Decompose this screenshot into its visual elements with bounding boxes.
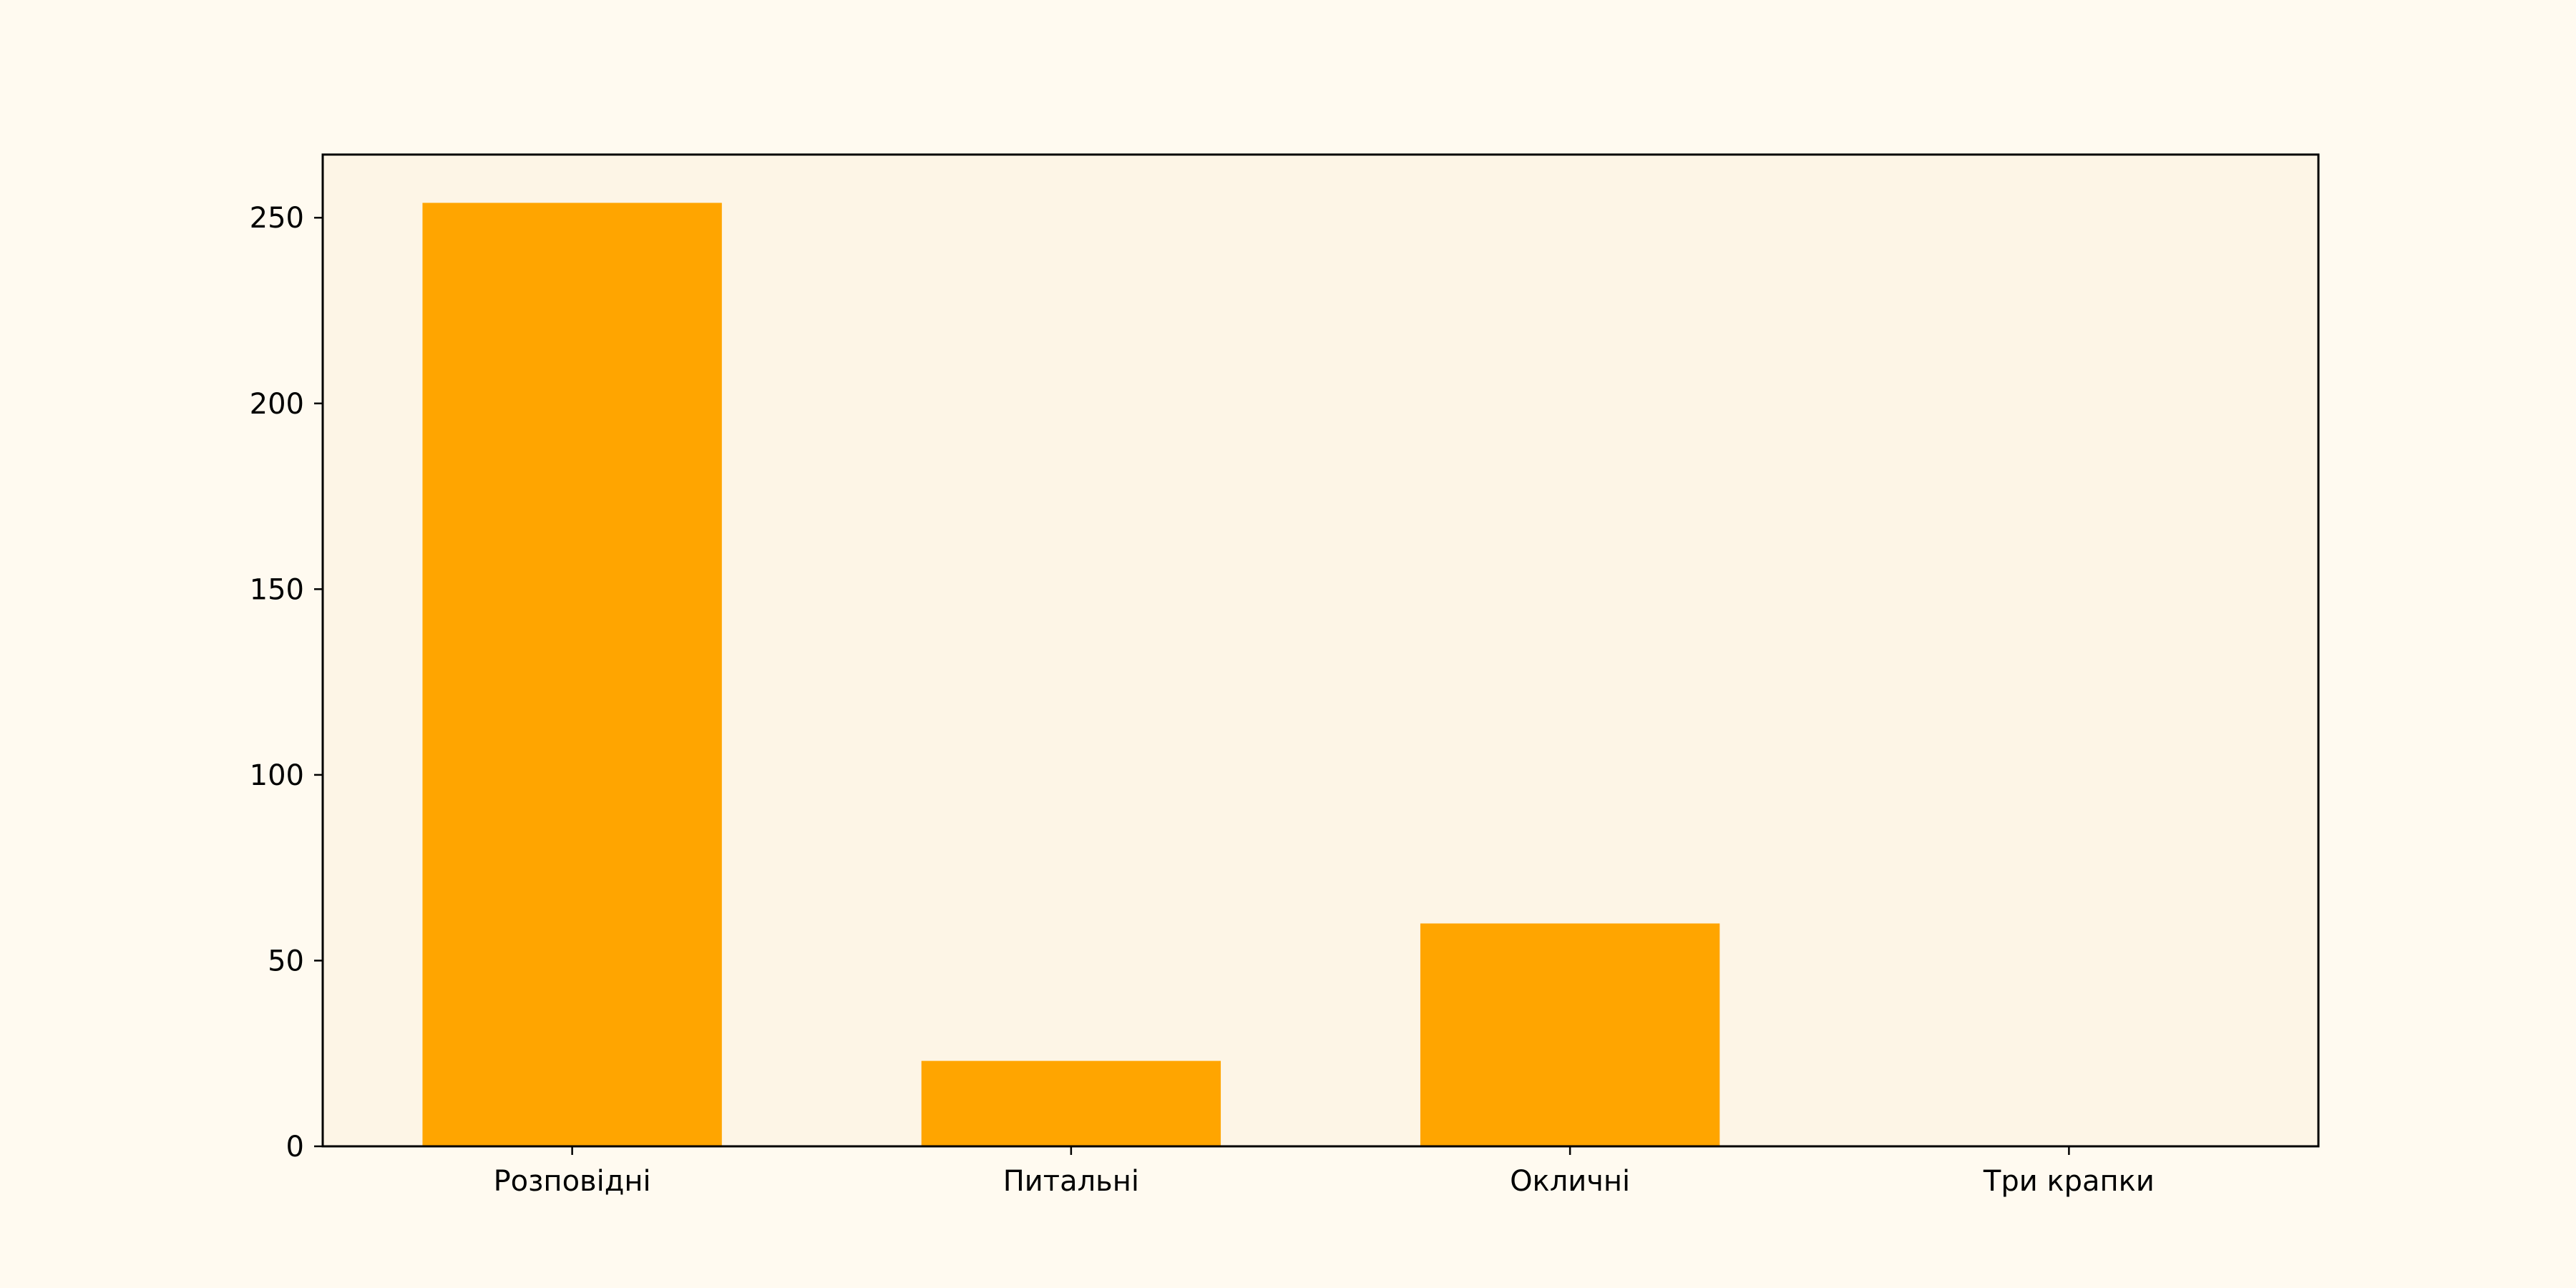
x-tick-label: Питальні [1003,1165,1139,1198]
y-axis: 0 50 100 150 200 250 [250,202,323,1163]
x-tick-label: Три крапки [1983,1165,2155,1198]
y-tick-label: 0 [286,1131,304,1163]
plot-frame [321,153,2320,1148]
x-tick-label: Розповідні [494,1165,651,1198]
x-tick-label: Окличні [1510,1165,1630,1198]
x-axis: Розповідні Питальні Окличні Три крапки [494,1146,2155,1198]
y-tick-label: 200 [250,388,304,421]
y-tick-label: 100 [250,759,304,792]
y-tick-label: 150 [250,573,304,606]
bars-group [422,203,1720,1146]
bar [422,203,722,1146]
bar [1420,923,1720,1146]
y-tick-label: 50 [268,945,304,977]
bar [921,1060,1221,1146]
y-tick-label: 250 [250,202,304,235]
